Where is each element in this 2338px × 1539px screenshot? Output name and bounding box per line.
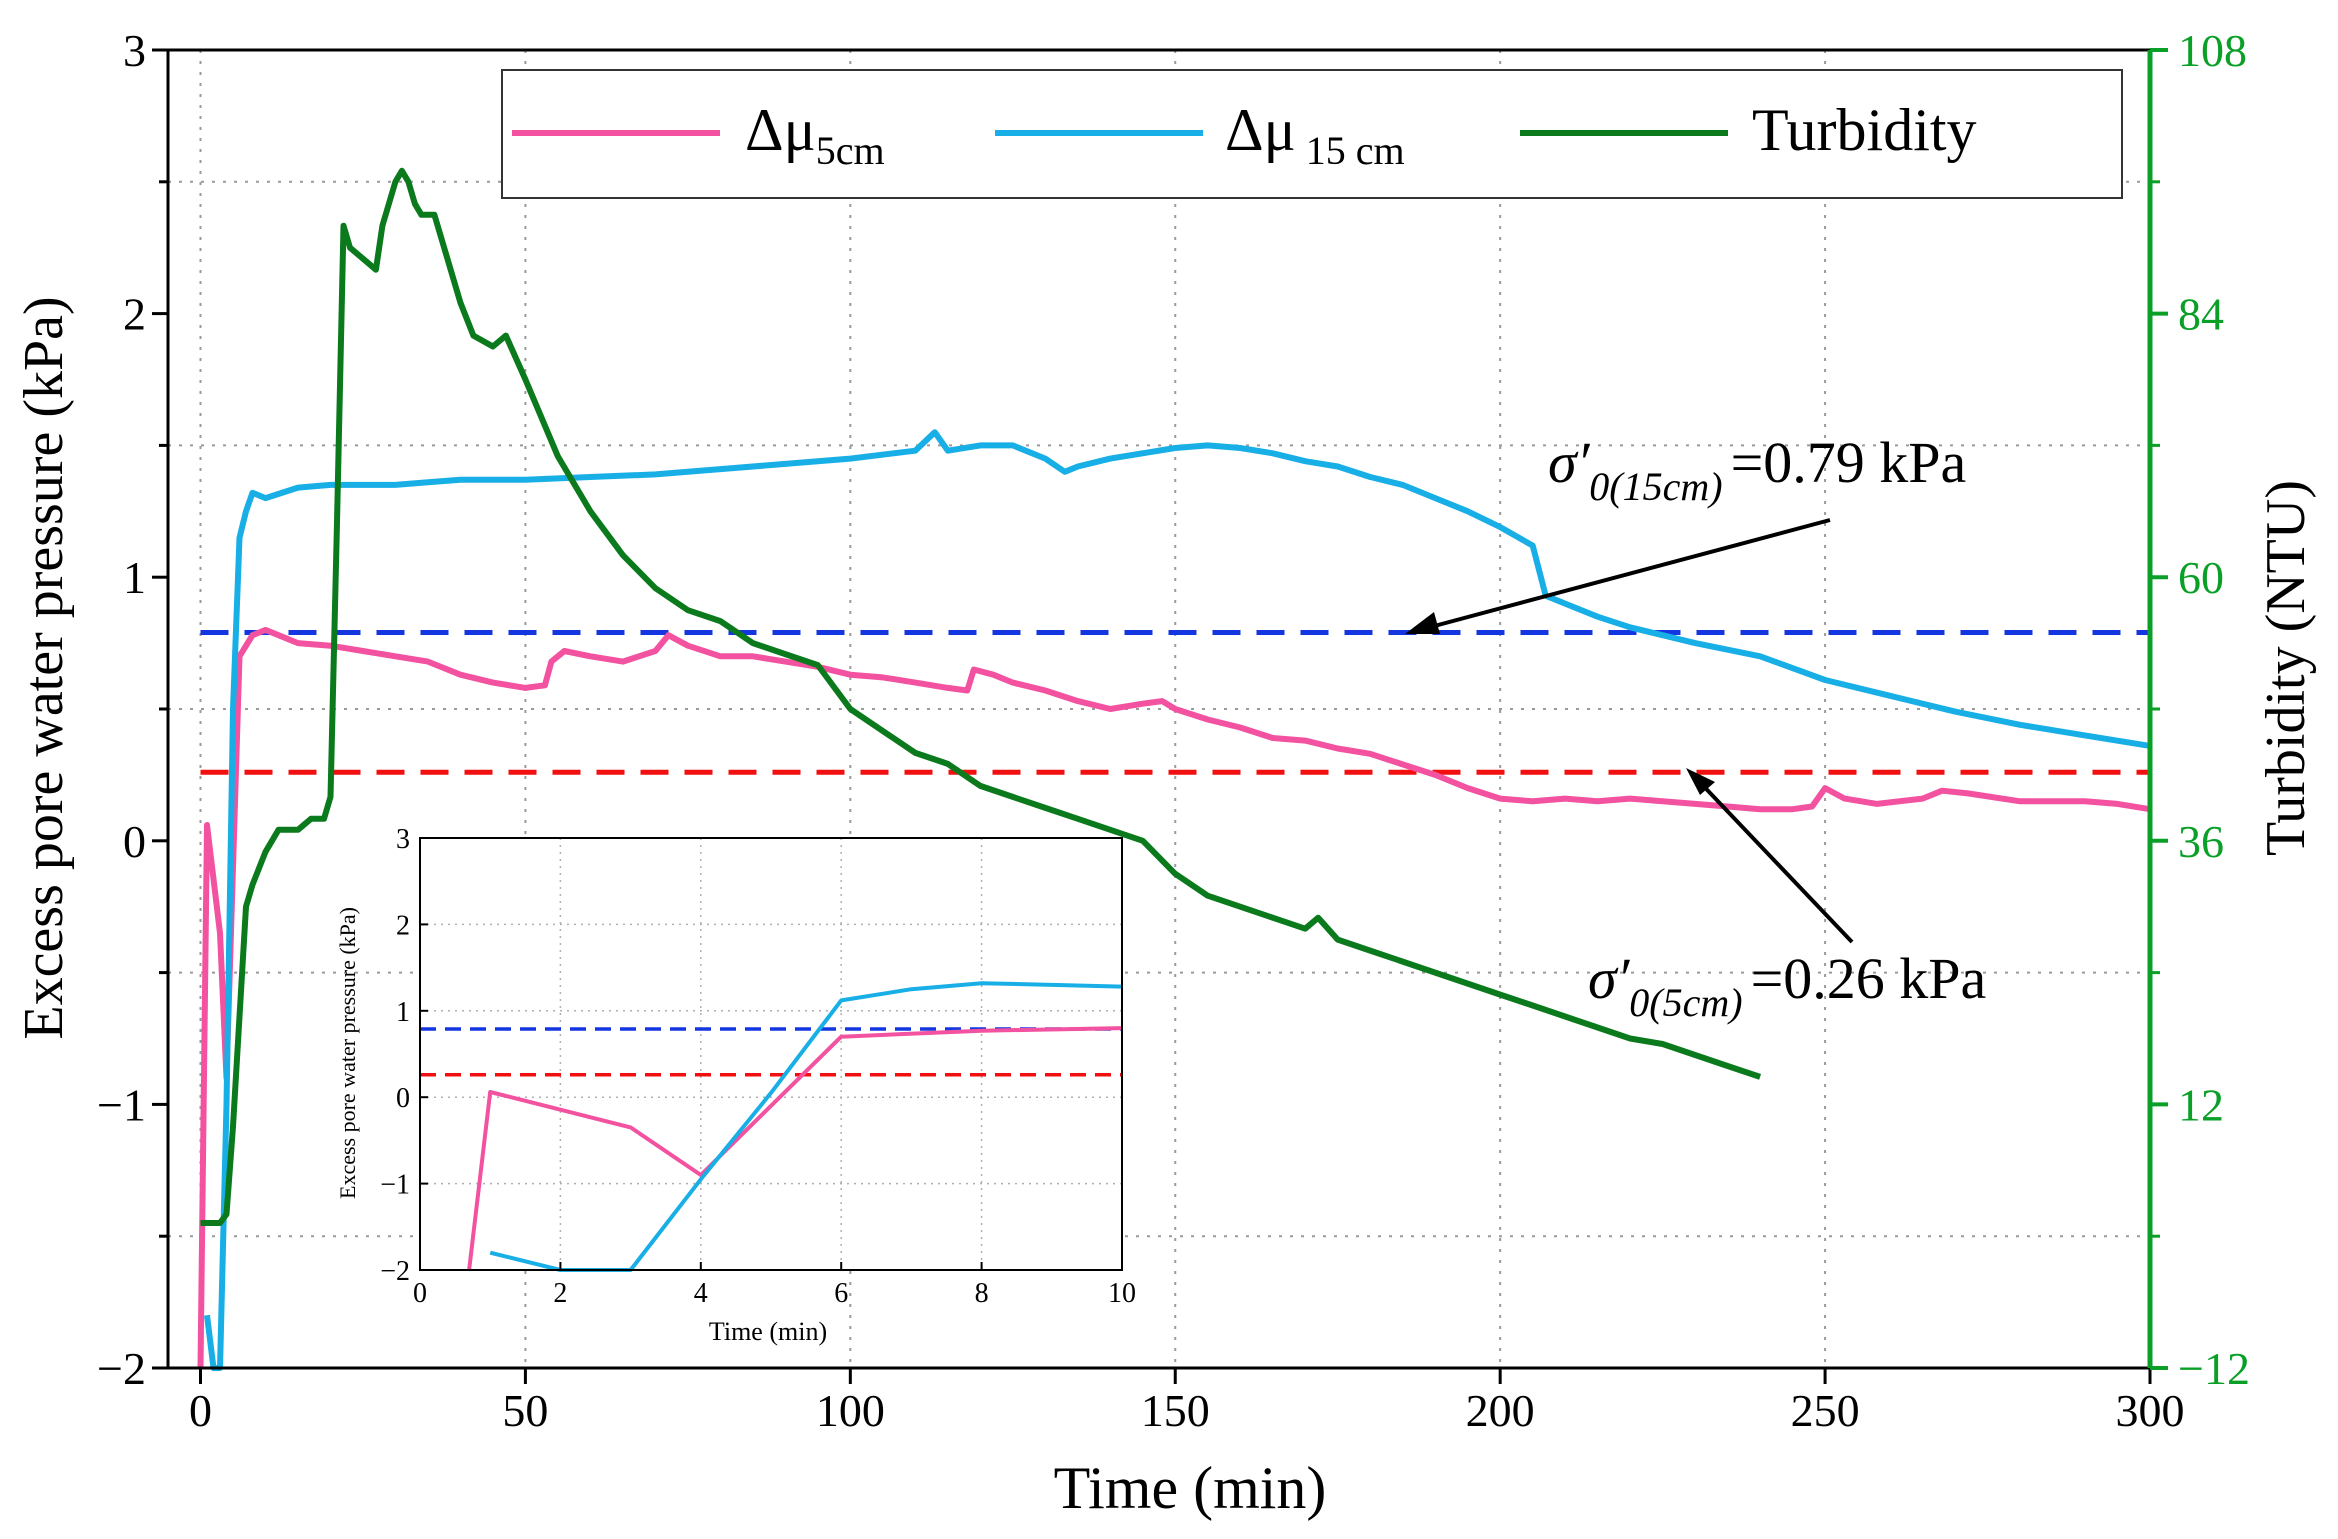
inset-y-tick-label: 2 [396, 910, 410, 941]
inset-x-tick-label: 2 [553, 1278, 567, 1309]
main-series [197, 167, 2151, 1371]
inset-y-axis-label: Excess pore water pressure (kPa) [335, 907, 360, 1199]
y-tick-label: 2 [123, 289, 146, 340]
x-tick-label: 150 [1141, 1385, 1210, 1436]
legend-label-du15: Δμ 15 cm [1225, 97, 1405, 173]
y-tick-label: 3 [123, 25, 146, 76]
x-tick-label: 300 [2116, 1385, 2185, 1436]
legend-box [501, 69, 2123, 199]
y2-tick-label: 12 [2178, 1079, 2224, 1130]
x-axis-label: Time (min) [1054, 1455, 1327, 1521]
inset-x-tick-label: 6 [834, 1278, 848, 1309]
x-tick-label: 250 [1791, 1385, 1860, 1436]
x-tick-label: 0 [189, 1385, 212, 1436]
annotation-sigma-5cm-arrowhead [1686, 768, 1715, 795]
inset-x-tick-label: 10 [1108, 1278, 1136, 1309]
inset-x-tick-label: 4 [694, 1278, 708, 1309]
annotation-sigma-5cm-arrow [1690, 772, 1854, 944]
inset-x-axis-label: Time (min) [709, 1317, 827, 1346]
annotation-sigma-15cm-text: σ′0(15cm) =0.79 kPa [1548, 430, 1966, 509]
y-axis-label: Excess pore water pressure (kPa) [13, 296, 75, 1039]
x-tick-label: 100 [816, 1385, 885, 1436]
inset-chart: 0 2 4 6 8 10 −2 −1 0 1 2 3 Time (min) Excess pore w… [335, 824, 1136, 1346]
inset-series-line [467, 1026, 1123, 1271]
inset-grid [420, 838, 1122, 1270]
main-threshold-lines [200, 630, 2150, 775]
x-tick-label: 200 [1466, 1385, 1535, 1436]
y-tick-label: 0 [123, 816, 146, 867]
inset-y-tick-label: −1 [380, 1170, 410, 1201]
y-tick-label: 1 [123, 552, 146, 603]
turbidity-axis-label: Turbidity (NTU) [2255, 480, 2317, 856]
x-tick-label: 50 [502, 1385, 548, 1436]
y2-tick-label: 108 [2178, 25, 2247, 76]
inset-axis-ticks: 0 2 4 6 8 10 −2 −1 0 1 2 3 [380, 824, 1136, 1309]
y2-tick-label: 84 [2178, 289, 2224, 340]
series-line [197, 626, 2151, 1369]
inset-y-tick-label: −2 [380, 1256, 410, 1287]
y-tick-label: −2 [97, 1343, 146, 1394]
series-line [204, 429, 2151, 1371]
annotation-sigma-5cm: σ′0(5cm) =0.26 kPa [1588, 768, 1986, 1025]
inset-plot-frame [419, 837, 1123, 1271]
y2-tick-label: −12 [2178, 1343, 2250, 1394]
legend-label-du5: Δμ5cm [745, 97, 885, 173]
series-line [200, 167, 1762, 1226]
legend: Δμ5cm Δμ 15 cm Turbidity [501, 69, 2123, 199]
y-tick-label: −1 [97, 1079, 146, 1130]
y2-tick-label: 36 [2178, 816, 2224, 867]
y2-tick-label: 60 [2178, 552, 2224, 603]
legend-label-turbidity: Turbidity [1752, 97, 1977, 163]
inset-y-tick-label: 1 [396, 997, 410, 1028]
annotation-sigma-15cm-arrow [1411, 518, 1831, 634]
inset-y-tick-label: 3 [396, 824, 410, 855]
annotation-sigma-5cm-text: σ′0(5cm) =0.26 kPa [1588, 946, 1986, 1025]
inset-background [420, 838, 1122, 1270]
inset-x-tick-label: 8 [975, 1278, 989, 1309]
inset-y-tick-label: 0 [396, 1083, 410, 1114]
annotation-sigma-15cm-arrowhead [1405, 612, 1440, 634]
inset-x-tick-label: 0 [413, 1278, 427, 1309]
annotation-sigma-15cm: σ′0(15cm) =0.79 kPa [1405, 430, 1966, 634]
